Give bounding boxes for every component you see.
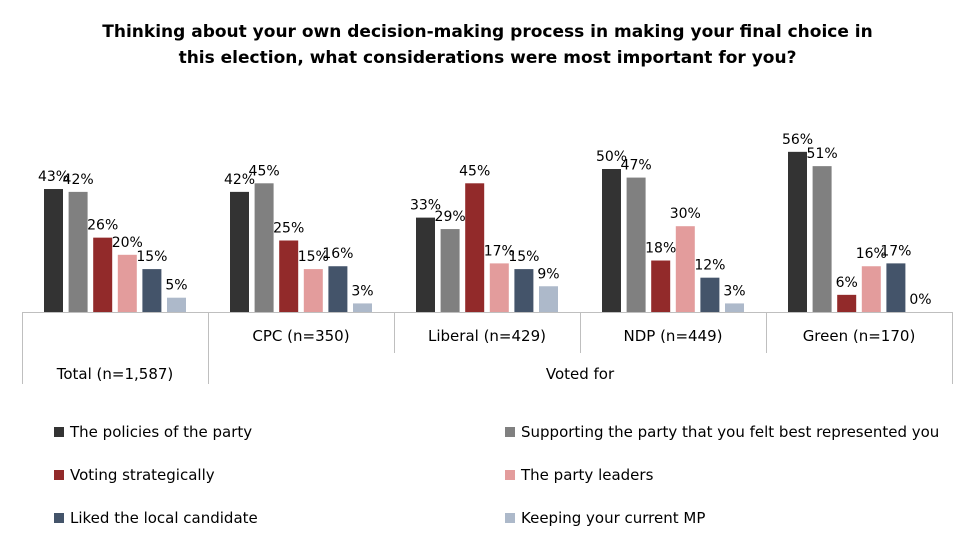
bar-3-2 xyxy=(279,240,299,312)
category-label-5: Green (n=170) xyxy=(803,327,916,345)
bar-1-3 xyxy=(416,217,435,312)
data-label-2-4: 47% xyxy=(621,158,652,174)
bar-3-5 xyxy=(837,294,857,312)
data-label-3-4: 18% xyxy=(645,241,676,257)
data-label-2-2: 45% xyxy=(249,163,280,179)
data-label-6-1: 5% xyxy=(165,278,187,294)
chart-title-line-2: this election, what considerations were … xyxy=(178,48,797,68)
bar-5-4 xyxy=(700,277,720,312)
data-label-4-4: 30% xyxy=(670,206,701,222)
data-label-4-1: 20% xyxy=(112,235,143,251)
data-label-5-2: 16% xyxy=(322,246,353,262)
bar-6-2 xyxy=(353,303,372,312)
bar-5-2 xyxy=(328,266,348,312)
data-label-1-5: 56% xyxy=(782,132,813,148)
bar-1-5 xyxy=(788,151,807,312)
data-label-6-5: 0% xyxy=(909,292,931,308)
data-label-2-5: 51% xyxy=(807,146,838,162)
data-label-6-4: 3% xyxy=(723,283,745,299)
category-label-4: NDP (n=449) xyxy=(624,327,723,345)
data-label-5-1: 15% xyxy=(136,249,167,265)
data-label-1-4: 50% xyxy=(596,149,627,165)
bar-4-1 xyxy=(117,254,137,312)
data-label-2-1: 42% xyxy=(63,172,94,188)
bar-5-3 xyxy=(514,269,534,312)
bar-4-2 xyxy=(303,269,323,312)
data-label-6-2: 3% xyxy=(351,283,373,299)
data-label-5-3: 15% xyxy=(508,249,539,265)
bar-4-4 xyxy=(675,226,695,312)
bar-2-1 xyxy=(68,191,88,312)
category-label-2: CPC (n=350) xyxy=(252,327,349,345)
data-label-4-2: 15% xyxy=(298,249,329,265)
data-label-4-5: 16% xyxy=(856,246,887,262)
bar-1-1 xyxy=(44,189,63,312)
data-label-4-3: 17% xyxy=(484,243,515,259)
data-label-3-1: 26% xyxy=(87,218,118,234)
bar-1-4 xyxy=(602,169,621,312)
bar-2-2 xyxy=(254,183,274,312)
bar-2-5 xyxy=(812,166,832,312)
data-label-3-3: 45% xyxy=(459,163,490,179)
chart-title-line-1: Thinking about your own decision-making … xyxy=(102,22,873,42)
chart-title: Thinking about your own decision-making … xyxy=(0,19,975,71)
category-label-1: Total (n=1,587) xyxy=(56,365,174,383)
data-label-2-3: 29% xyxy=(435,209,466,225)
data-label-1-2: 42% xyxy=(224,172,255,188)
data-label-3-2: 25% xyxy=(273,221,304,237)
data-label-5-4: 12% xyxy=(694,258,725,274)
data-label-1-3: 33% xyxy=(410,198,441,214)
data-label-3-5: 6% xyxy=(836,275,858,291)
bar-6-3 xyxy=(539,286,558,312)
group-label-voted-for: Voted for xyxy=(546,365,615,383)
data-label-1-1: 43% xyxy=(38,169,69,185)
bar-3-3 xyxy=(465,183,485,312)
bar-5-5 xyxy=(886,263,906,312)
data-label-5-5: 17% xyxy=(880,243,911,259)
bar-3-1 xyxy=(93,237,113,312)
bar-5-1 xyxy=(142,269,162,312)
bar-1-2 xyxy=(230,191,249,312)
bar-6-1 xyxy=(167,297,186,312)
bar-4-3 xyxy=(489,263,509,312)
bar-2-4 xyxy=(626,177,646,312)
bar-3-4 xyxy=(651,260,671,312)
bar-2-3 xyxy=(440,229,460,312)
bar-6-4 xyxy=(725,303,744,312)
data-label-6-3: 9% xyxy=(537,266,559,282)
bar-4-5 xyxy=(861,266,881,312)
category-label-3: Liberal (n=429) xyxy=(428,327,546,345)
